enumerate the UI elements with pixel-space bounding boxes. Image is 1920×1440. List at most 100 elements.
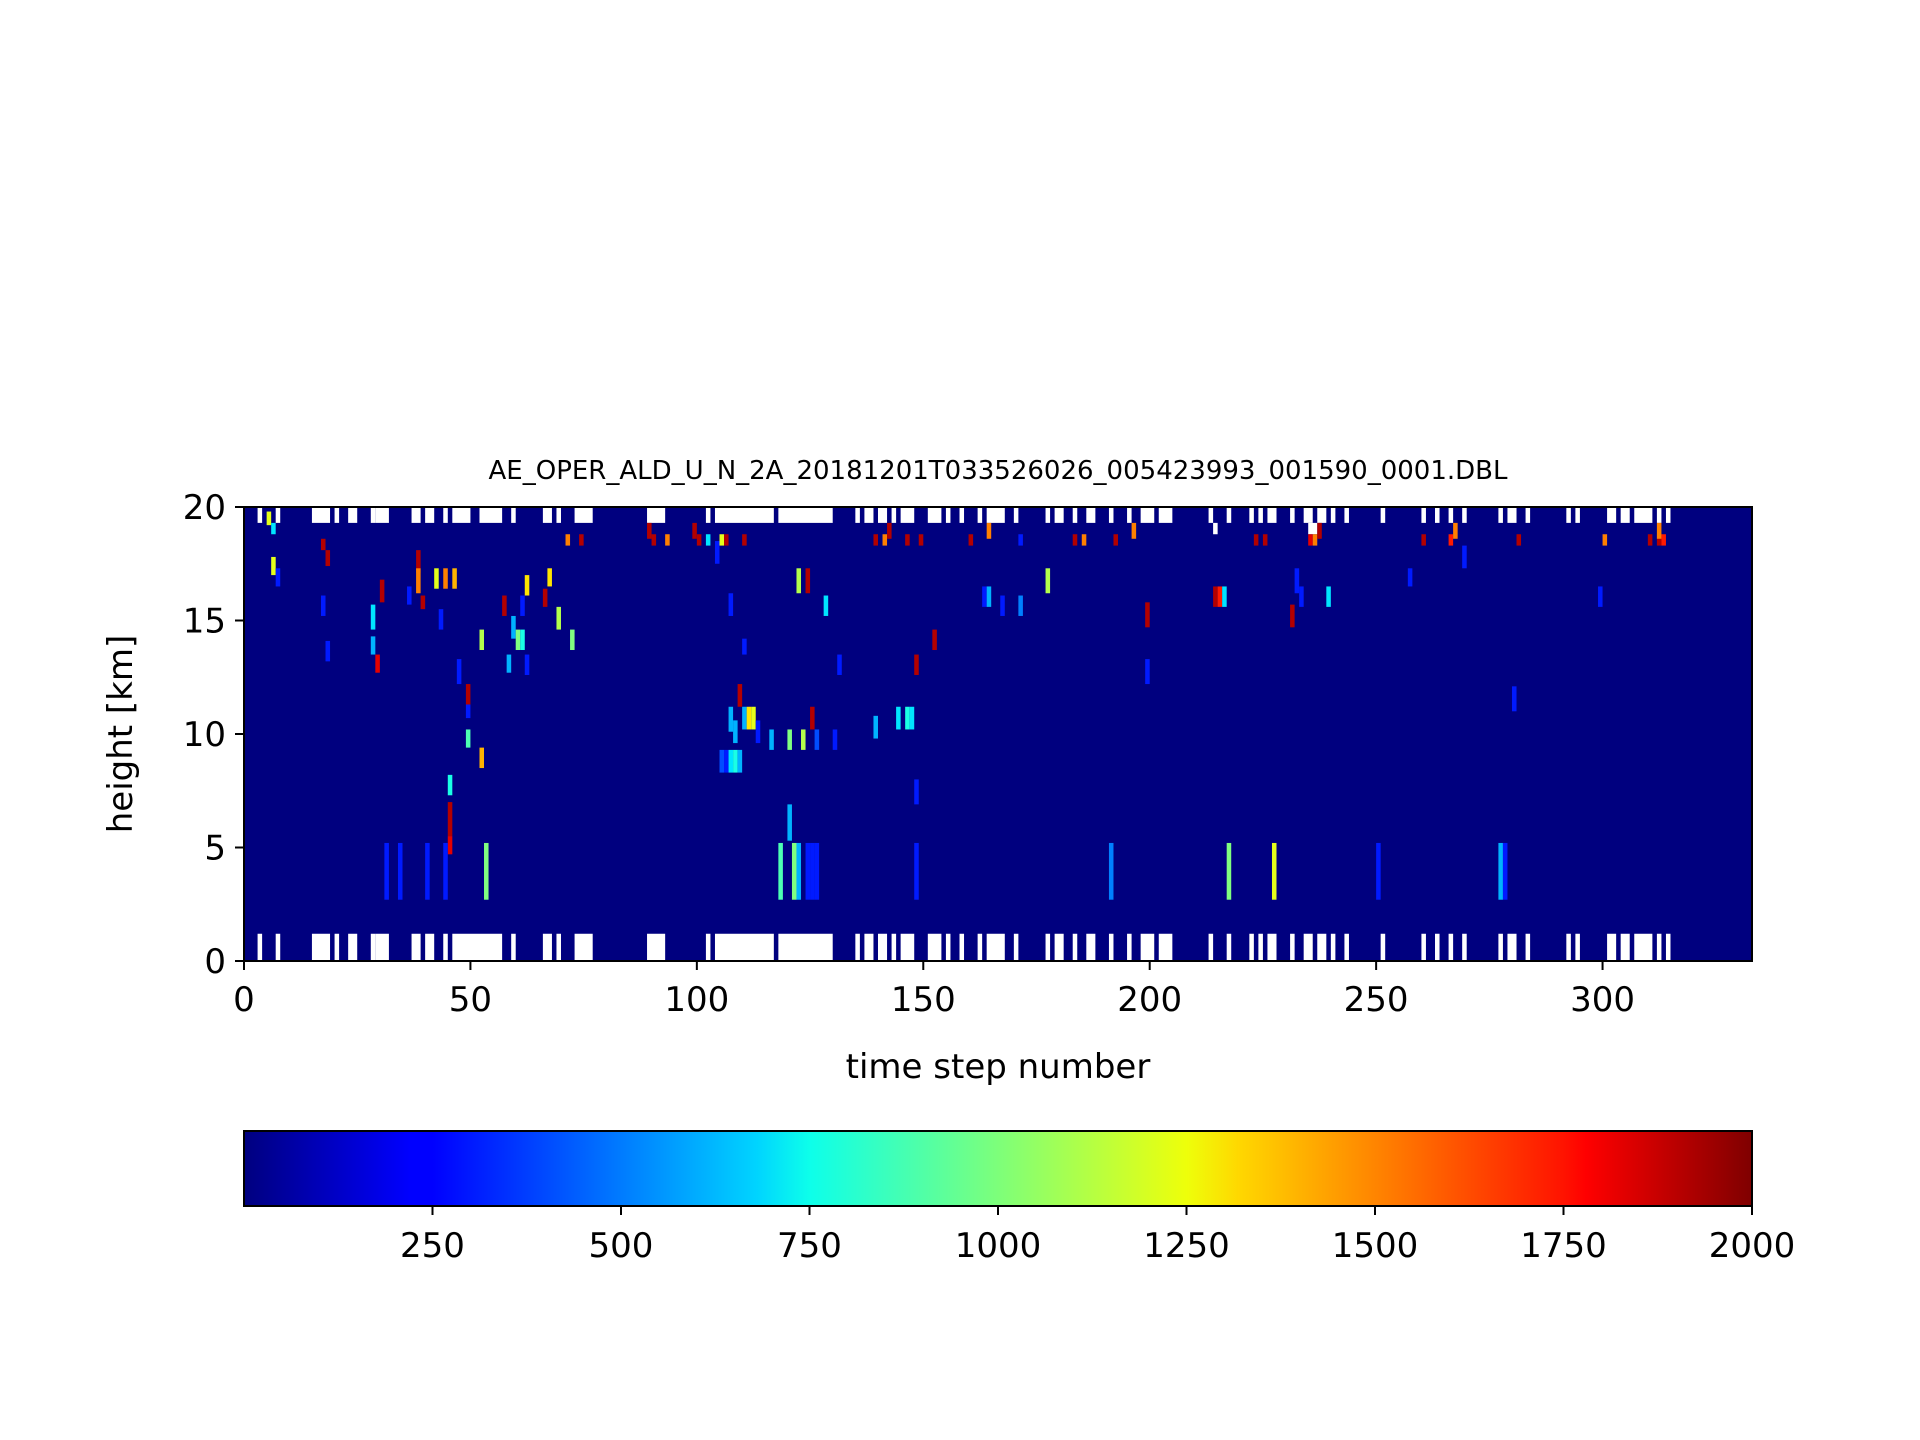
missing-data-cell — [370, 507, 376, 523]
x-tick-label: 0 — [233, 980, 255, 1020]
missing-data-cell — [1634, 507, 1653, 523]
chart-title: AE_OPER_ALD_U_N_2A_20181201T033526026_00… — [489, 456, 1508, 486]
heatmap-cell — [896, 706, 901, 730]
heatmap-cell — [692, 522, 697, 539]
heatmap-cell — [1462, 545, 1467, 569]
heatmap-cell — [1407, 568, 1413, 587]
missing-data-cell — [1013, 933, 1019, 961]
missing-data-cell — [986, 507, 1005, 523]
missing-data-cell — [1054, 933, 1064, 961]
missing-data-cell — [945, 933, 951, 961]
heatmap-cell — [873, 715, 878, 739]
missing-data-cell — [1498, 507, 1503, 523]
missing-data-cell — [1498, 933, 1503, 961]
missing-data-cell — [1072, 507, 1078, 523]
heatmap-cell — [1108, 842, 1114, 900]
missing-data-cell — [542, 507, 552, 523]
heatmap-cell — [1294, 568, 1300, 594]
heatmap-cell — [542, 588, 548, 607]
y-tick-label: 20 — [183, 488, 226, 528]
heatmap-cell — [579, 534, 584, 546]
missing-data-cell — [1421, 507, 1426, 523]
heatmap-cell — [791, 842, 797, 900]
missing-data-cell — [556, 507, 561, 523]
heatmap-cell — [384, 842, 389, 900]
heatmap-cell — [1376, 842, 1381, 900]
missing-data-cell — [891, 933, 897, 961]
heatmap-cell — [325, 640, 331, 662]
missing-data-cell — [1435, 507, 1440, 523]
missing-data-cell — [1140, 507, 1155, 523]
y-tick-label: 15 — [183, 602, 226, 642]
heatmap-cell — [502, 595, 507, 616]
missing-data-cell — [1249, 507, 1254, 523]
y-tick-label: 5 — [204, 829, 226, 869]
heatmap-cell — [570, 629, 575, 651]
heatmap-cell — [932, 629, 937, 651]
missing-data-cell — [370, 933, 376, 961]
heatmap-cell — [1226, 842, 1232, 900]
heatmap-cell — [1000, 595, 1005, 616]
heatmap-cell — [1317, 522, 1322, 539]
missing-data-cell — [1208, 933, 1214, 961]
heatmap-cell — [737, 749, 743, 773]
heatmap-cell — [1253, 534, 1259, 546]
missing-data-cell — [1448, 507, 1454, 523]
missing-data-cell — [705, 507, 711, 523]
colorbar-tick-label: 1250 — [1143, 1226, 1230, 1266]
missing-data-cell — [1158, 933, 1173, 961]
y-tick-label: 10 — [183, 715, 226, 755]
heatmap-cell — [696, 534, 702, 546]
heatmap-cell — [1602, 534, 1608, 546]
heatmap-cell — [370, 604, 376, 630]
missing-data-cell — [257, 507, 263, 523]
x-tick-label: 300 — [1570, 980, 1635, 1020]
missing-data-cell — [1045, 933, 1051, 961]
heatmap-cell — [651, 534, 657, 546]
missing-data-cell — [574, 507, 593, 523]
missing-data-cell — [1634, 933, 1653, 961]
heatmap-cell — [647, 522, 652, 539]
heatmap-cell — [271, 556, 276, 576]
heatmap-cell — [1498, 842, 1503, 900]
heatmap-cell — [520, 595, 525, 616]
x-tick-label: 200 — [1117, 980, 1182, 1020]
heatmap-cell — [465, 729, 471, 748]
heatmap-cell — [724, 534, 729, 546]
heatmap-cell — [909, 706, 915, 730]
heatmap-cell — [887, 522, 892, 539]
missing-data-cell — [443, 507, 448, 523]
heatmap-cell — [416, 550, 421, 573]
missing-data-cell — [1086, 933, 1096, 961]
missing-data-cell — [864, 507, 874, 523]
missing-data-cell — [1308, 522, 1318, 535]
missing-data-cell — [511, 933, 516, 961]
missing-data-cell — [375, 933, 389, 961]
missing-data-cell — [479, 507, 503, 523]
missing-data-cell — [1525, 507, 1531, 523]
x-axis-label: time step number — [846, 1047, 1151, 1087]
heatmap-cell — [724, 749, 729, 773]
heatmap-cell — [873, 534, 878, 546]
missing-data-cell — [443, 933, 448, 961]
heatmap-cell — [447, 774, 453, 796]
missing-data-cell — [1140, 933, 1155, 961]
missing-data-cell — [1566, 507, 1571, 523]
heatmap-cell — [665, 534, 670, 546]
heatmap-cell — [420, 595, 426, 610]
missing-data-cell — [1607, 507, 1617, 523]
heatmap-cell — [746, 706, 752, 730]
heatmap-cell — [447, 836, 453, 855]
missing-data-cell — [855, 507, 860, 523]
missing-data-cell — [855, 933, 860, 961]
missing-data-cell — [1249, 933, 1254, 961]
missing-data-cell — [1258, 507, 1263, 523]
missing-data-cell — [1013, 507, 1019, 523]
missing-data-cell — [1607, 933, 1617, 961]
heatmap-cell — [479, 747, 485, 769]
missing-data-cell — [1226, 933, 1232, 961]
missing-data-cell — [1258, 933, 1263, 961]
heatmap-cell — [787, 729, 792, 750]
heatmap-cell — [515, 629, 521, 651]
heatmap-cell — [1045, 568, 1051, 594]
